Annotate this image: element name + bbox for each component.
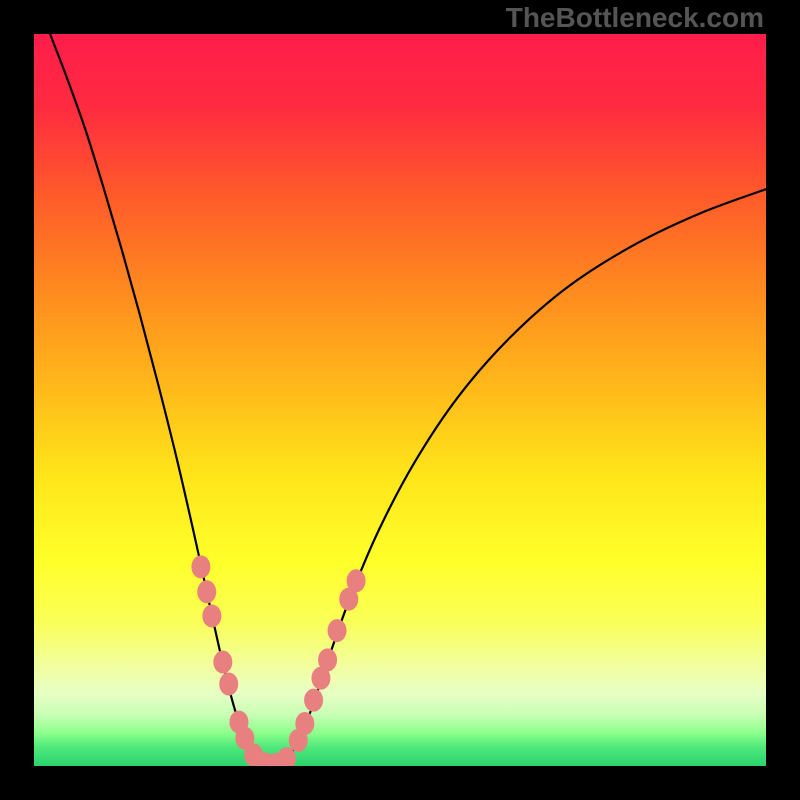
data-marker	[319, 649, 337, 671]
data-marker	[305, 689, 323, 711]
plot-gradient	[34, 34, 766, 766]
chart-svg	[0, 0, 800, 800]
data-marker	[214, 651, 232, 673]
watermark-text: TheBottleneck.com	[506, 2, 764, 34]
data-marker	[198, 581, 216, 603]
data-marker	[347, 570, 365, 592]
data-marker	[296, 713, 314, 735]
data-marker	[220, 673, 238, 695]
data-marker	[328, 620, 346, 642]
data-marker	[203, 605, 221, 627]
data-marker	[192, 556, 210, 578]
